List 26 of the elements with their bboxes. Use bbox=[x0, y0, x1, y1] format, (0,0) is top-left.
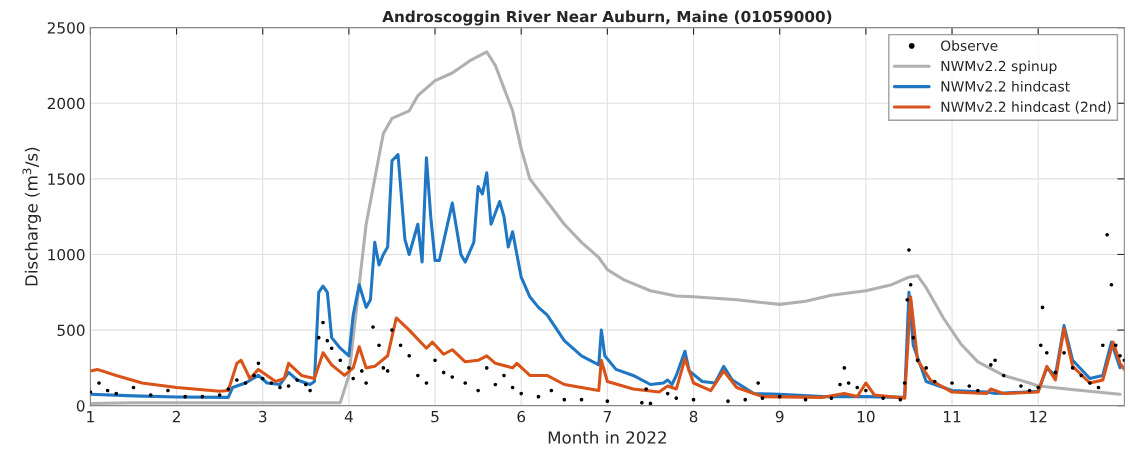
x-tick-label: 7 bbox=[603, 411, 611, 423]
x-tick-label: 10 bbox=[857, 410, 875, 423]
x-tick-label: 6 bbox=[517, 410, 526, 423]
y-tick-label: 2000 bbox=[47, 97, 85, 110]
legend-label: NWMv2.2 hindcast (2nd) bbox=[941, 101, 1111, 114]
legend-label: Observe bbox=[940, 40, 998, 51]
x-axis-title: Month in 2022 bbox=[548, 430, 666, 444]
x-tick-label: 1 bbox=[87, 411, 94, 423]
chart-title: Androscoggin River Near Auburn, Maine (01059000) bbox=[382, 10, 832, 26]
x-tick-label: 8 bbox=[689, 410, 698, 423]
x-tick-label: 9 bbox=[775, 410, 784, 423]
y-tick-label: 1500 bbox=[48, 173, 85, 185]
y-tick-label: 1000 bbox=[48, 248, 85, 261]
x-tick-label: 12 bbox=[1030, 410, 1047, 423]
x-tick-label: 3 bbox=[259, 410, 267, 423]
legend-label: NWMv2.2 spinup bbox=[941, 60, 1057, 74]
x-tick-label: 4 bbox=[344, 411, 353, 423]
x-tick-label: 11 bbox=[943, 411, 961, 423]
legend-label: NWMv2.2 hindcast bbox=[941, 80, 1070, 92]
line-series bbox=[90, 295, 1125, 400]
y-tick-label: 2500 bbox=[47, 22, 85, 34]
y-tick-label: 0 bbox=[76, 400, 85, 412]
x-tick-label: 5 bbox=[431, 411, 439, 423]
y-axis-title: Discharge (m$^{3}$/s) bbox=[22, 147, 41, 286]
y-tick-label: 500 bbox=[57, 324, 85, 337]
x-tick-label: 2 bbox=[172, 410, 180, 423]
